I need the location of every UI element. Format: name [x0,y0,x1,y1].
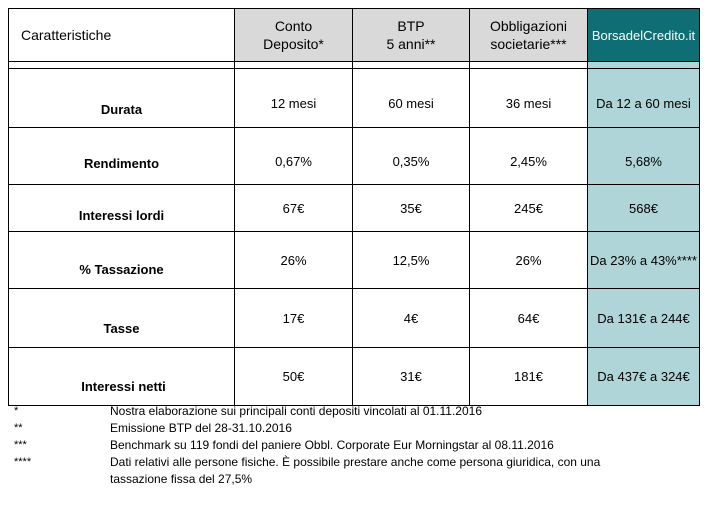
table-row: Durata 12 mesi 60 mesi 36 mesi Da 12 a 6… [8,68,700,128]
comparison-table: Caratteristiche Conto Deposito* BTP 5 anni… [8,8,700,406]
cell-conto-deposito: 67€ [234,184,353,232]
cell-borsadelcredito: 568€ [587,184,700,232]
footnote-text: Emissione BTP del 28-31.10.2016 [110,421,292,435]
cell-btp: 4€ [352,288,470,348]
header-borsadelcredito: BorsadelCredito.it [587,8,700,62]
footnote: ** Emissione BTP del 28-31.10.2016 [14,420,630,437]
table-row: Interessi lordi 67€ 35€ 245€ 568€ [8,184,700,232]
footnote: **** Dati relativi alle persone fisiche.… [14,454,630,488]
footnote-text: Benchmark su 119 fondi del paniere Obbl.… [110,438,554,452]
cell-borsadelcredito: Da 12 a 60 mesi [587,68,700,128]
footnote-text: Dati relativi alle persone fisiche. È po… [110,455,601,486]
cell-obbligazioni: 26% [469,231,588,289]
footnote-mark: **** [14,456,32,468]
spacer-row [8,61,700,69]
table-row: Tasse 17€ 4€ 64€ Da 131€ a 244€ [8,288,700,348]
footnotes: * Nostra elaborazione sui principali con… [14,403,630,488]
cell-btp: 31€ [352,347,470,406]
footnote-mark: ** [14,422,23,434]
cell-conto-deposito: 0,67% [234,127,353,185]
footnote-text: Nostra elaborazione sui principali conti… [110,404,482,418]
cell-borsadelcredito: Da 437€ a 324€ [587,347,700,406]
footnote-mark: *** [14,439,27,451]
row-label: Tasse [8,288,235,348]
cell-obbligazioni: 2,45% [469,127,588,185]
header-col2-line2: 5 anni** [386,36,436,52]
header-col1-line1: Conto [274,18,313,34]
cell-obbligazioni: 181€ [469,347,588,406]
cell-conto-deposito: 50€ [234,347,353,406]
header-col3-line1: Obbligazioni [489,18,568,34]
cell-btp: 0,35% [352,127,470,185]
row-label: Rendimento [8,127,235,185]
header-col3-line2: societarie*** [490,36,567,52]
table-row: % Tassazione 26% 12,5% 26% Da 23% a 43%*… [8,231,700,289]
header-conto-deposito: Conto Deposito* [234,8,353,62]
cell-borsadelcredito: Da 23% a 43%**** [587,231,700,289]
header-characteristics: Caratteristiche [8,8,235,62]
header-row: Caratteristiche Conto Deposito* BTP 5 anni… [8,8,700,62]
footnote: * Nostra elaborazione sui principali con… [14,403,630,420]
cell-conto-deposito: 12 mesi [234,68,353,128]
footnote-mark: * [14,405,19,417]
table-row: Rendimento 0,67% 0,35% 2,45% 5,68% [8,127,700,185]
cell-btp: 12,5% [352,231,470,289]
header-obbligazioni: Obbligazioni societarie*** [469,8,588,62]
row-label: Interessi netti [8,347,235,406]
header-col1-line2: Deposito* [263,36,324,52]
row-label: Interessi lordi [8,184,235,232]
table-row: Interessi netti 50€ 31€ 181€ Da 437€ a 3… [8,347,700,406]
cell-borsadelcredito: Da 131€ a 244€ [587,288,700,348]
cell-obbligazioni: 245€ [469,184,588,232]
cell-btp: 60 mesi [352,68,470,128]
row-label: % Tassazione [8,231,235,289]
row-label: Durata [8,68,235,128]
header-btp: BTP 5 anni** [352,8,470,62]
cell-obbligazioni: 64€ [469,288,588,348]
cell-conto-deposito: 17€ [234,288,353,348]
cell-conto-deposito: 26% [234,231,353,289]
cell-borsadelcredito: 5,68% [587,127,700,185]
header-col2-line1: BTP [397,18,425,34]
footnote: *** Benchmark su 119 fondi del paniere O… [14,437,630,454]
cell-obbligazioni: 36 mesi [469,68,588,128]
cell-btp: 35€ [352,184,470,232]
